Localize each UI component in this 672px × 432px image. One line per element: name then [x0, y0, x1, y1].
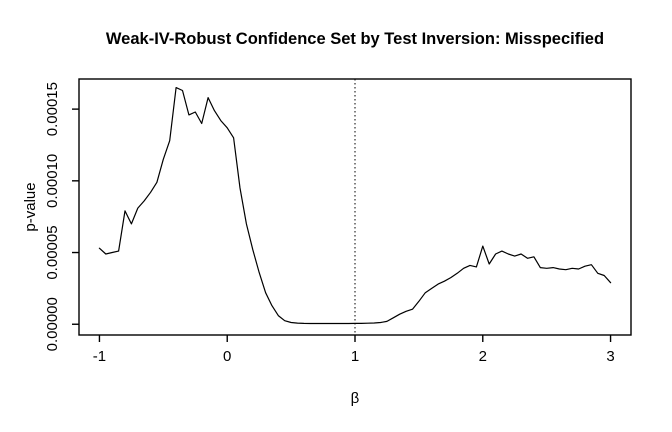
x-tick-label: -1 — [93, 348, 106, 365]
x-tick-label: 3 — [606, 348, 614, 365]
y-tick-label: 0.00015 — [44, 82, 61, 136]
x-axis-title: β — [351, 390, 360, 407]
x-tick-label: 1 — [351, 348, 359, 365]
y-tick-label: 0.00005 — [44, 225, 61, 279]
x-tick-label: 0 — [223, 348, 231, 365]
p-value-curve — [98, 86, 612, 325]
chart-title: Weak-IV-Robust Confidence Set by Test In… — [106, 30, 604, 48]
y-tick-label: 0.00010 — [44, 154, 61, 208]
plot-area: -1 0 1 2 3 0.00000 0.00005 0.00010 0.00015 — [44, 78, 632, 365]
x-tick-label: 2 — [479, 348, 487, 365]
y-tick-label: 0.00000 — [44, 297, 61, 351]
y-axis-title: p-value — [22, 182, 39, 231]
